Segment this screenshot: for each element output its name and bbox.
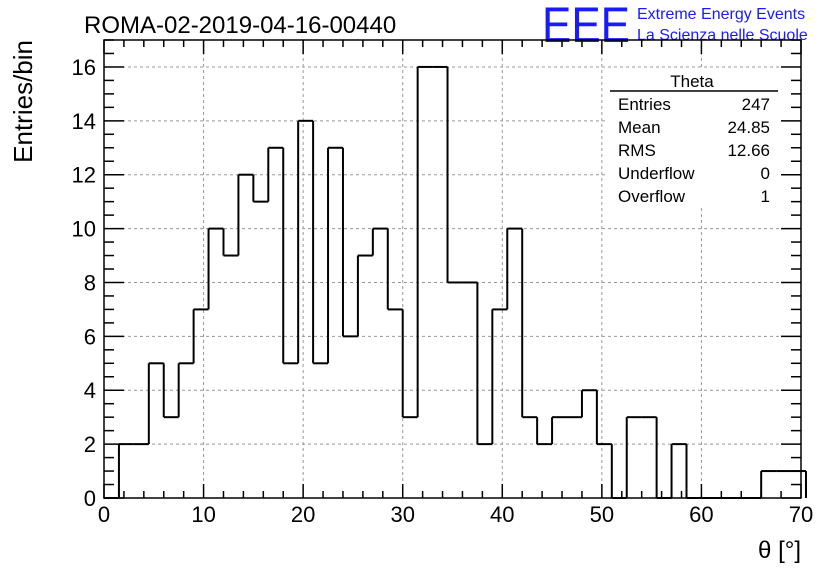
stats-row-value: 247 <box>742 95 770 114</box>
y-axis-label: Entries/bin <box>8 40 38 163</box>
x-tick-label: 30 <box>390 502 414 527</box>
stats-row-value: 0 <box>761 164 770 183</box>
y-tick-label: 16 <box>72 55 96 80</box>
stats-row-label: Entries <box>618 95 671 114</box>
x-tick-labels: 0 10 20 30 40 50 60 70 <box>98 502 813 527</box>
x-tick-label: 10 <box>191 502 215 527</box>
x-tick-label: 20 <box>291 502 315 527</box>
y-tick-label: 8 <box>84 270 96 295</box>
chart-title: ROMA-02-2019-04-16-00440 <box>84 12 396 39</box>
y-tick-label: 0 <box>84 486 96 511</box>
y-tick-label: 12 <box>72 163 96 188</box>
y-tick-label: 10 <box>72 217 96 242</box>
y-tick-label: 4 <box>84 378 96 403</box>
x-axis-label: θ [°] <box>758 537 801 564</box>
axis-ticks <box>103 39 802 499</box>
x-tick-label: 50 <box>590 502 614 527</box>
stats-row-label: RMS <box>618 141 656 160</box>
stats-row-label: Underflow <box>618 164 695 183</box>
y-tick-label: 6 <box>84 324 96 349</box>
x-tick-label: 70 <box>789 502 813 527</box>
eee-logo-mark: EEE <box>542 0 630 53</box>
stats-row-value: 24.85 <box>727 118 770 137</box>
logo-line-2: La Scienza nelle Scuole <box>637 27 808 44</box>
logo-line-1: Extreme Energy Events <box>637 6 805 23</box>
histogram-series <box>104 65 807 499</box>
stats-row-label: Overflow <box>618 187 686 206</box>
x-tick-label: 0 <box>98 502 110 527</box>
y-tick-label: 2 <box>84 432 96 457</box>
stats-row-label: Mean <box>618 118 661 137</box>
x-tick-label: 40 <box>490 502 514 527</box>
y-tick-labels: 0 2 4 6 8 10 12 14 16 <box>72 55 96 511</box>
y-tick-label: 14 <box>72 109 96 134</box>
stats-row-value: 1 <box>761 187 770 206</box>
stats-box-title: Theta <box>670 72 714 91</box>
x-tick-label: 60 <box>689 502 713 527</box>
stats-row-value: 12.66 <box>727 141 770 160</box>
stats-box: Theta Entries 247 Mean 24.85 RMS 12.66 Underfl… <box>607 68 780 208</box>
